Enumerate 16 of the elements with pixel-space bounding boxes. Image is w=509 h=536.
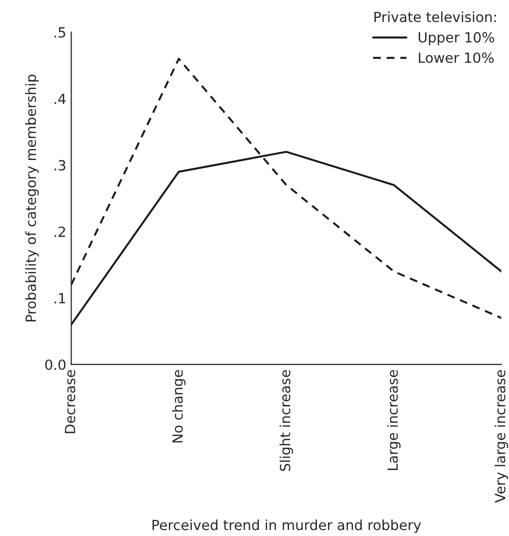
y-tick-label: 0.0 bbox=[45, 359, 66, 370]
y-axis-title: Probability of category membership bbox=[25, 74, 39, 322]
y-tick-label: .2 bbox=[54, 226, 66, 237]
x-axis-title: Perceived trend in murder and robbery bbox=[152, 519, 421, 533]
y-tick-label: .1 bbox=[54, 293, 66, 304]
x-tick-label: Decrease bbox=[64, 370, 76, 434]
x-tick-label: Slight increase bbox=[280, 370, 294, 471]
legend-label: Upper 10% bbox=[418, 32, 494, 46]
legend-label: Lower 10% bbox=[418, 52, 494, 63]
x-tick-label: Very large increase bbox=[494, 370, 508, 503]
y-tick-label: .4 bbox=[54, 94, 66, 104]
legend-title: Private television: bbox=[374, 11, 496, 22]
x-tick-label: No change bbox=[172, 370, 186, 442]
x-tick-label: Large increase bbox=[387, 370, 401, 470]
y-tick-label: .3 bbox=[54, 160, 66, 171]
y-tick-label: .5 bbox=[54, 27, 66, 38]
